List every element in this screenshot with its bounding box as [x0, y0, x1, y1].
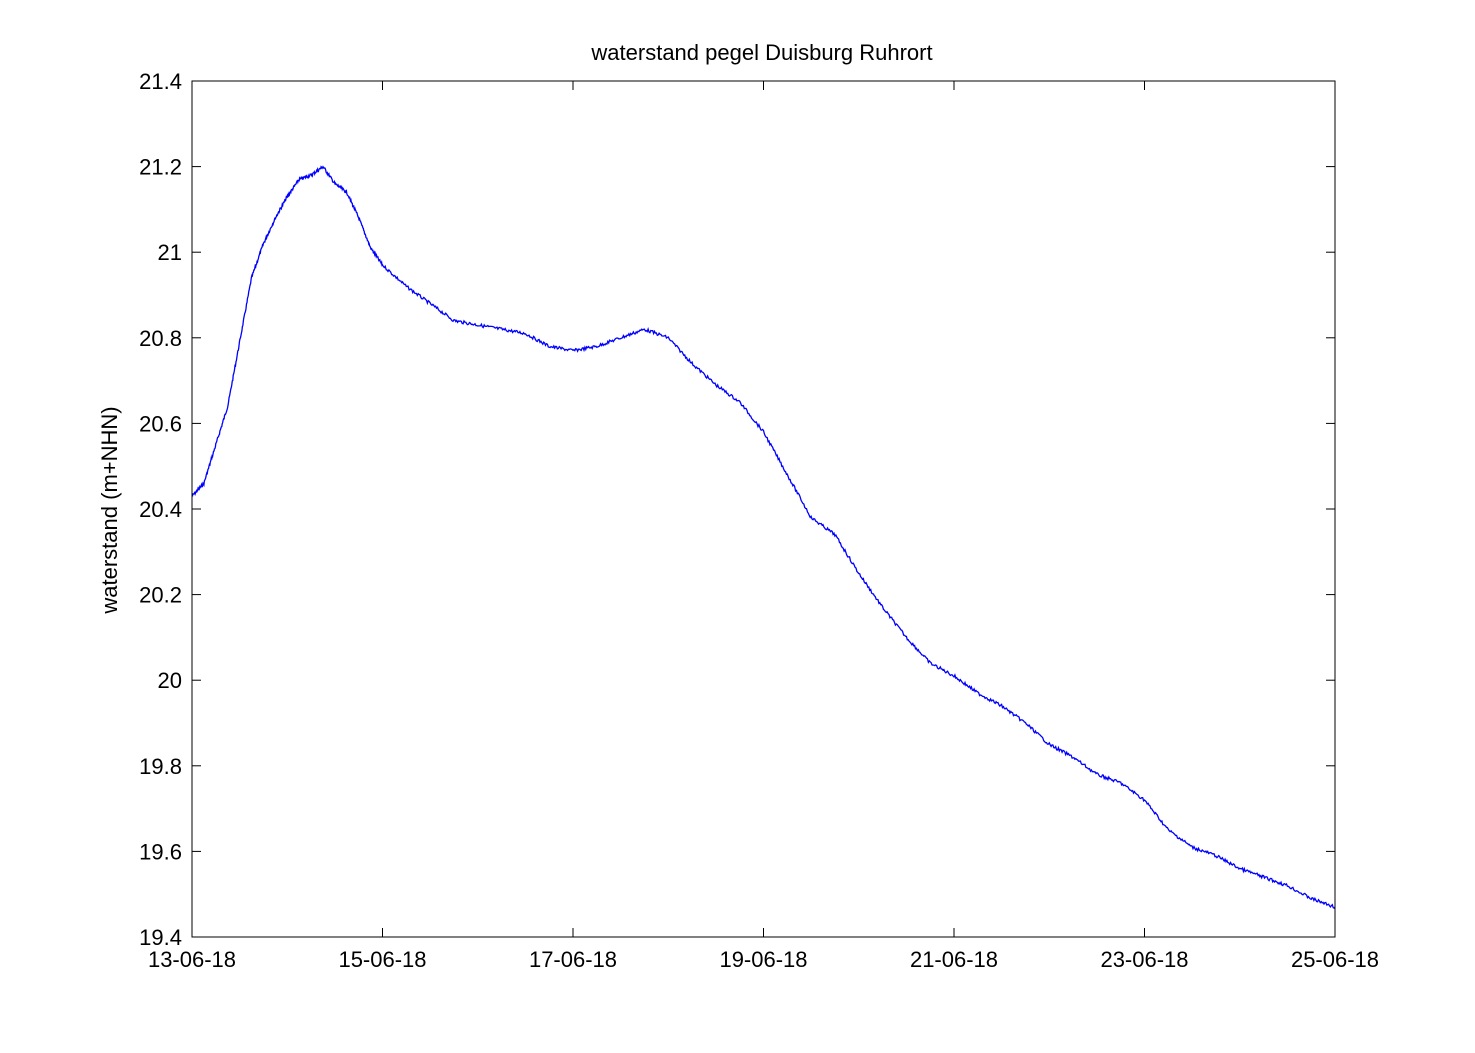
x-tick-label: 13-06-18: [148, 947, 236, 972]
chart-title: waterstand pegel Duisburg Ruhrort: [590, 40, 932, 65]
y-tick-label: 20.2: [139, 583, 182, 608]
tick-labels: 13-06-18 15-06-18 17-06-18 19-06-18 21-06-18…: [139, 69, 1379, 972]
y-tick-label: 21.4: [139, 69, 182, 94]
y-tick-label: 20.4: [139, 497, 182, 522]
y-tick-label: 19.8: [139, 754, 182, 779]
series-line-waterstand: [191, 165, 1336, 909]
y-tick-label: 21.2: [139, 155, 182, 180]
y-tick-label: 19.4: [139, 925, 182, 950]
x-tick-label: 19-06-18: [719, 947, 807, 972]
x-tick-label: 21-06-18: [910, 947, 998, 972]
y-tick-label: 19.6: [139, 839, 182, 864]
y-tick-label: 20: [158, 668, 182, 693]
y-axis-label: waterstand (m+NHN): [97, 406, 122, 614]
y-tick-label: 20.6: [139, 411, 182, 436]
x-tick-label: 15-06-18: [338, 947, 426, 972]
y-tick-label: 20.8: [139, 326, 182, 351]
x-tick-label: 17-06-18: [529, 947, 617, 972]
x-tick-label: 25-06-18: [1291, 947, 1379, 972]
plot-area-frame: [191, 80, 1336, 938]
y-tick-label: 21: [158, 240, 182, 265]
x-tick-label: 23-06-18: [1100, 947, 1188, 972]
